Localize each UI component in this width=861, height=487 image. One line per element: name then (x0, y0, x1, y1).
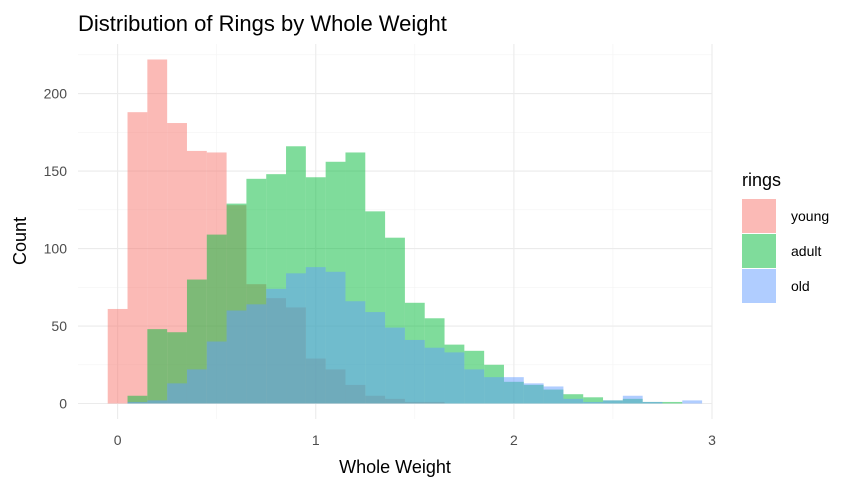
bar-old (583, 401, 604, 404)
bars (107, 59, 703, 404)
bar-old (365, 312, 386, 404)
bar-adult (662, 401, 683, 404)
x-tick-label: 2 (510, 432, 518, 448)
bar-adult (583, 397, 604, 404)
legend-title: rings (742, 170, 781, 190)
bar-old (226, 310, 247, 404)
bar-old (305, 267, 326, 404)
bar-old (563, 398, 584, 404)
y-tick-label: 200 (44, 86, 68, 102)
bar-old (325, 271, 346, 404)
bar-old (682, 400, 703, 404)
legend-label-young: young (791, 208, 829, 224)
bar-old (127, 401, 148, 404)
bar-old (404, 339, 425, 404)
bar-old (186, 369, 207, 404)
series-old (127, 267, 703, 404)
bar-old (543, 386, 564, 404)
x-tick-label: 3 (708, 432, 716, 448)
bar-old (286, 273, 306, 404)
bar-adult (563, 394, 584, 404)
x-tick-label: 1 (312, 432, 320, 448)
bar-old (424, 347, 445, 404)
x-tick-labels: 0 1 2 3 (114, 432, 716, 448)
bar-old (385, 327, 405, 404)
bar-old (603, 400, 623, 404)
legend-label-adult: adult (791, 243, 821, 259)
bar-old (345, 301, 366, 404)
bar-old (484, 377, 504, 404)
x-axis-title: Whole Weight (339, 457, 451, 477)
bar-old (167, 383, 187, 404)
x-tick-label: 0 (114, 432, 122, 448)
y-tick-label: 0 (59, 396, 67, 412)
bar-adult (147, 329, 168, 404)
bar-old (246, 304, 267, 404)
legend: rings young adult old (742, 170, 829, 303)
chart-title: Distribution of Rings by Whole Weight (78, 11, 447, 36)
bar-old (266, 288, 287, 404)
bar-old (523, 383, 544, 404)
bar-old (464, 369, 485, 404)
legend-swatch-adult (742, 234, 776, 268)
legend-label-old: old (791, 278, 810, 294)
bar-old (503, 377, 524, 404)
y-tick-label: 150 (44, 163, 68, 179)
y-tick-label: 100 (44, 241, 68, 257)
bar-old (444, 352, 465, 404)
bar-adult (127, 395, 148, 404)
bar-old (642, 401, 663, 404)
bar-old (622, 395, 643, 404)
legend-swatch-young (742, 199, 776, 233)
bar-young (147, 59, 168, 404)
bar-young (127, 112, 148, 404)
y-axis-title: Count (10, 217, 30, 265)
y-tick-label: 50 (51, 318, 67, 334)
legend-swatch-old (742, 269, 776, 303)
bar-old (147, 400, 168, 404)
bar-young (107, 308, 128, 404)
bar-old (206, 341, 227, 404)
y-tick-labels: 0 50 100 150 200 (44, 86, 68, 412)
